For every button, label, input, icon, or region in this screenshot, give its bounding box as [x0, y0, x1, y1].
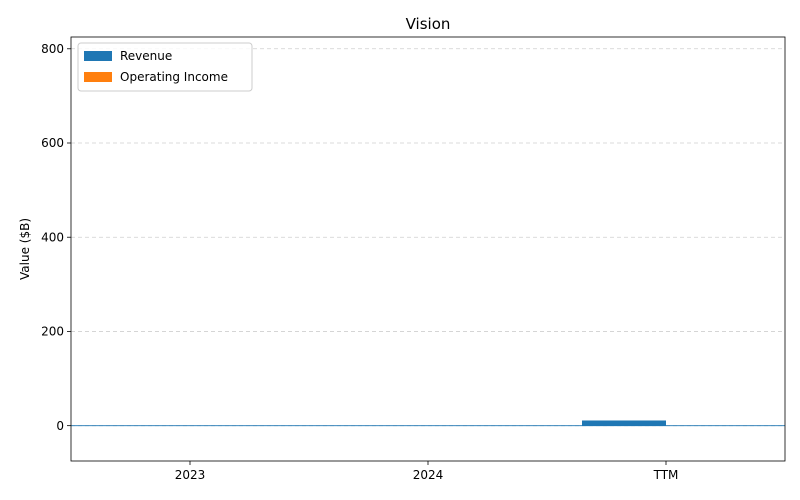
x-tick-label: 2023 [175, 468, 206, 482]
bar-revenue-ttm[interactable] [582, 420, 666, 426]
y-tick-label: 0 [56, 419, 64, 433]
y-tick-label: 200 [41, 325, 64, 339]
y-tick-label: 400 [41, 230, 64, 244]
legend-box [77, 42, 253, 92]
legend-swatch [84, 72, 112, 82]
x-tick-label: TTM [653, 468, 679, 482]
x-ticks: 2023 2024 TTM [175, 461, 679, 482]
legend[interactable]: Revenue Operating Income [77, 42, 253, 92]
chart-title: Vision [406, 15, 451, 33]
legend-label: Revenue [120, 49, 172, 63]
y-tick-label: 800 [41, 42, 64, 56]
legend-swatch [84, 51, 112, 61]
legend-label: Operating Income [120, 70, 228, 84]
y-ticks: 0 200 400 600 800 [41, 42, 71, 433]
bars [582, 420, 666, 426]
y-tick-label: 600 [41, 136, 64, 150]
x-tick-label: 2024 [413, 468, 444, 482]
y-axis-label: Value ($B) [18, 218, 32, 280]
